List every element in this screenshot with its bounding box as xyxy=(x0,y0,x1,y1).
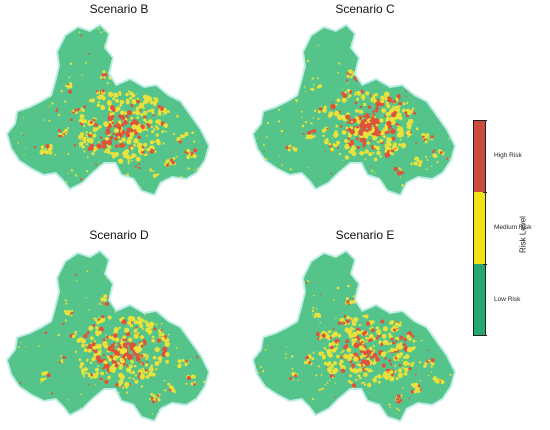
colorbar-tick xyxy=(483,120,487,121)
risk-map xyxy=(252,24,456,196)
panel-title: Scenario B xyxy=(89,2,149,16)
legend-label-high: High Risk xyxy=(494,152,522,159)
colorbar-tick xyxy=(483,192,487,193)
risk-map xyxy=(6,24,210,196)
colorbar-tick xyxy=(483,264,487,265)
risk-map xyxy=(6,250,210,422)
legend-label-low: Low Risk xyxy=(494,296,521,303)
legend-label-medium: Medium Risk xyxy=(494,224,532,231)
colorbar-frame xyxy=(473,120,486,336)
panel-scenario-d: Scenario D xyxy=(4,228,234,428)
panel-scenario-b: Scenario B xyxy=(4,2,234,202)
panel-scenario-e: Scenario E xyxy=(250,228,480,428)
panel-title: Scenario D xyxy=(89,228,149,242)
colorbar-high xyxy=(473,120,486,192)
colorbar-medium xyxy=(473,192,486,264)
risk-legend: High Risk Medium Risk Low Risk Risk Leve… xyxy=(463,110,550,350)
panel-scenario-c: Scenario C xyxy=(250,2,480,202)
colorbar-low xyxy=(473,264,486,336)
risk-map xyxy=(252,250,456,422)
panel-title: Scenario E xyxy=(335,228,395,242)
legend-axis-label: Risk Level xyxy=(518,216,528,253)
panel-title: Scenario C xyxy=(335,2,395,16)
colorbar-tick xyxy=(483,335,487,336)
